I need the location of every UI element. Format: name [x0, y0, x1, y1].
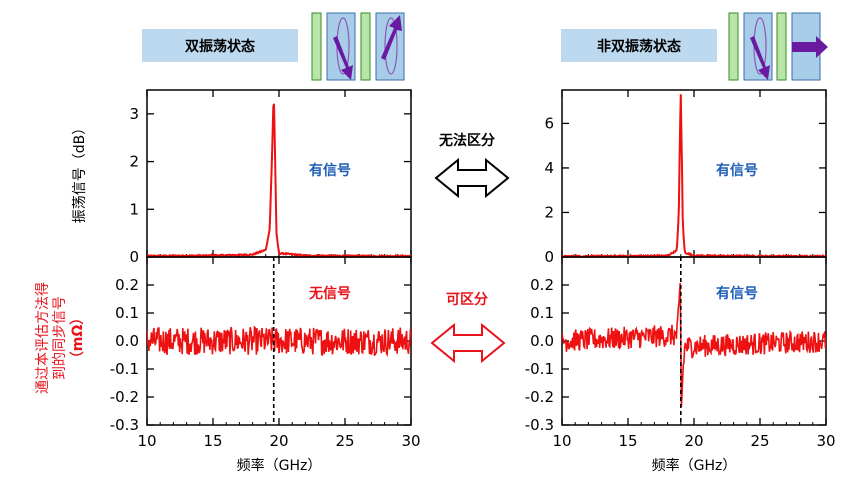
- plot-sync-left: -0.3 -0.2 -0.1 0.0 0.1 0.2 10 15 20 25 30 无信号: [110, 256, 421, 450]
- spin-arrow-icon: [333, 36, 353, 80]
- x-tick-label: 25: [335, 432, 354, 450]
- signal-line: [147, 325, 411, 358]
- y-tick-label: 2: [129, 153, 139, 171]
- y-tick-label: 0.1: [115, 304, 139, 322]
- x-tick-label: 10: [137, 432, 156, 450]
- x-tick-label: 20: [684, 432, 703, 450]
- x-tick-label: 10: [552, 432, 571, 450]
- plot-frame: [561, 89, 827, 258]
- x-tick-label: 25: [750, 432, 769, 450]
- device-diagram-right: [728, 12, 828, 81]
- y-tick-label: 4: [544, 159, 554, 177]
- x-tick-label: 15: [203, 432, 222, 450]
- x-axis-title-left: 频率（GHz）: [237, 457, 322, 474]
- indistinguishable-label: 无法区分: [438, 132, 495, 149]
- y-tick-label: 0: [544, 248, 554, 266]
- y-tick-label: -0.1: [525, 360, 554, 378]
- y-tick-label: -0.2: [525, 388, 554, 406]
- y-tick-label: 3: [129, 105, 139, 123]
- device-diagram-left: [311, 12, 405, 81]
- x-tick-label: 15: [618, 432, 637, 450]
- x-tick-label: 30: [816, 432, 835, 450]
- y-tick-label: -0.3: [525, 416, 554, 434]
- plot-sync-right: -0.3 -0.2 -0.1 0.0 0.1 0.2 10 15 20 25 30 有信号: [525, 256, 836, 450]
- layer-green: [311, 12, 322, 81]
- annotation-has-signal: 有信号: [309, 162, 351, 179]
- layer-green: [728, 12, 739, 81]
- state-header-left: 双振荡状态: [142, 29, 298, 62]
- y-tick-label: 1: [129, 200, 139, 218]
- sync-y-title-line1: 通过本评估方法得: [34, 282, 51, 394]
- y-tick-label: 6: [544, 114, 554, 132]
- y-tick-label: 0.1: [530, 304, 554, 322]
- signal-line: [562, 282, 826, 408]
- y-tick-label: -0.1: [110, 360, 139, 378]
- plot-frame: [146, 89, 412, 258]
- sync-y-axis-title: 通过本评估方法得 到的同步信号 （mΩ）: [34, 282, 86, 394]
- tick-group: -0.3 -0.2 -0.1 0.0 0.1 0.2 10 15 20 25 30: [110, 257, 421, 450]
- osc-y-axis-title: 振荡信号（dB）: [72, 121, 88, 224]
- precession-orbit: [384, 17, 398, 75]
- y-tick-label: 0.0: [115, 332, 139, 350]
- y-tick-label: 0: [129, 248, 139, 266]
- y-tick-label: 2: [544, 203, 554, 221]
- x-axis-title-right: 频率（GHz）: [652, 457, 737, 474]
- tick-group: 0 2 4 6: [544, 90, 827, 266]
- state-header-right: 非双振荡状态: [561, 29, 717, 62]
- double-arrow-red-icon: [430, 322, 506, 364]
- annotation-has-signal: 有信号: [716, 162, 758, 179]
- x-tick-label: 30: [401, 432, 420, 450]
- tick-group: -0.3 -0.2 -0.1 0.0 0.1 0.2 10 15 20 25 30: [525, 257, 836, 450]
- spin-arrow-icon: [792, 36, 828, 58]
- layer-green: [776, 12, 787, 81]
- signal-line: [147, 103, 411, 257]
- state-label-left: 双振荡状态: [185, 38, 255, 55]
- spin-arrow-icon: [750, 36, 770, 80]
- tick-group: 0 1 2 3: [129, 90, 412, 266]
- layer-green: [360, 12, 371, 81]
- y-tick-label: -0.2: [110, 388, 139, 406]
- y-tick-label: -0.3: [110, 416, 139, 434]
- annotation-no-signal: 无信号: [308, 285, 351, 302]
- x-tick-label: 20: [269, 432, 288, 450]
- annotation-has-signal: 有信号: [716, 285, 758, 302]
- y-tick-label: 0.2: [115, 276, 139, 294]
- distinguishable-label: 可区分: [446, 292, 488, 308]
- y-tick-label: 0.0: [530, 332, 554, 350]
- state-box-right: [561, 29, 717, 62]
- plot-osc-right: 0 2 4 6 有信号: [544, 89, 827, 266]
- state-label-right: 非双振荡状态: [597, 38, 681, 55]
- spin-arrow-icon: [381, 15, 402, 60]
- double-arrow-black-icon: [434, 157, 510, 199]
- sync-y-title-line3: （mΩ）: [70, 311, 86, 366]
- y-tick-label: 0.2: [530, 276, 554, 294]
- signal-line: [562, 94, 826, 257]
- sync-y-title-line2: 到的同步信号: [52, 296, 68, 380]
- plot-osc-left: 0 1 2 3 有信号: [129, 89, 412, 266]
- state-box-left: [142, 29, 298, 62]
